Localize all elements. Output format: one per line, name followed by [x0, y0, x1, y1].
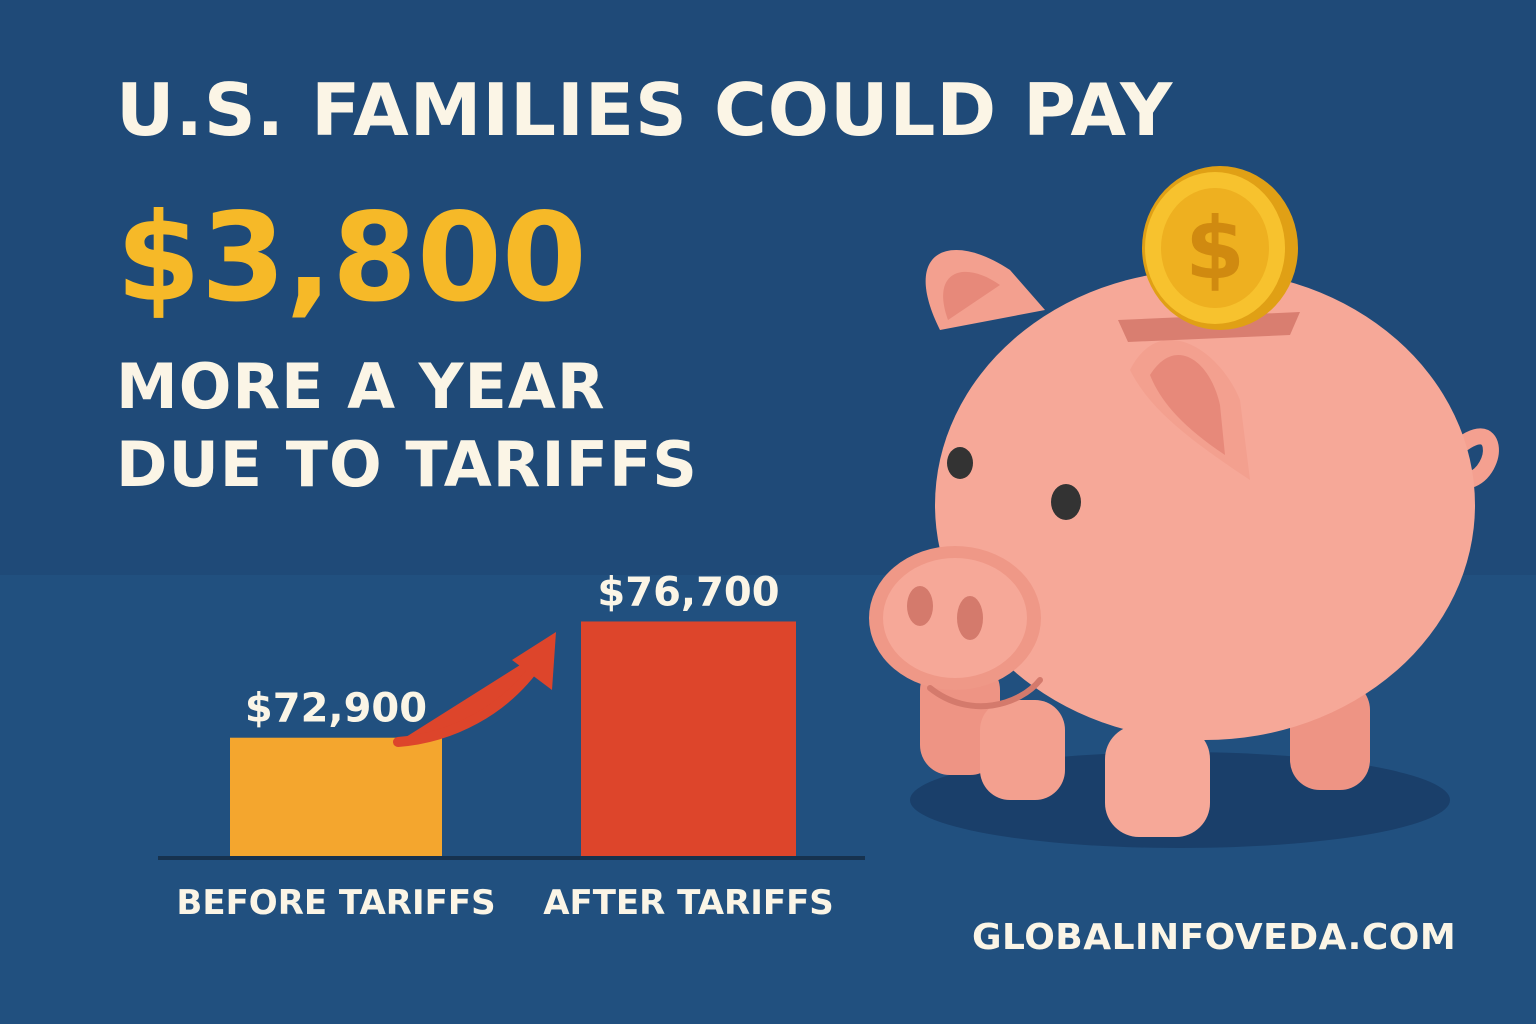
pig-snout-face [883, 558, 1027, 678]
piggy-bank-icon: $ [869, 166, 1499, 848]
dollar-coin-icon: $ [1142, 166, 1298, 330]
svg-text:$: $ [1185, 199, 1245, 299]
headline-amount: $3,800 [116, 187, 587, 329]
bar-1 [581, 621, 796, 857]
bar-value-label-0: $72,900 [245, 686, 427, 732]
headline-line-3: MORE A YEAR [116, 350, 606, 423]
headline-line-4: DUE TO TARIFFS [116, 428, 698, 501]
bar-chart: $72,900 BEFORE TARIFFS $76,700 AFTER TARIFF… [158, 569, 865, 923]
pig-eye-left [947, 447, 973, 479]
category-label-1: AFTER TARIFFS [543, 883, 834, 923]
pig-tail [1447, 428, 1499, 488]
pig-smile [927, 677, 1043, 710]
pig-front-leg-left [980, 700, 1065, 800]
trend-arrow-icon [398, 660, 540, 742]
bar-value-label-1: $76,700 [597, 569, 779, 615]
pig-ear-right-inner [1150, 354, 1225, 455]
pig-eye-right [1051, 484, 1081, 520]
pig-body [935, 270, 1475, 740]
category-label-0: BEFORE TARIFFS [176, 883, 495, 923]
pig-front-leg-right [1105, 725, 1210, 837]
trend-arrow-head [512, 632, 556, 690]
pig-nostril-left [907, 586, 933, 626]
pig-ear-left-inner [943, 271, 1000, 320]
bar-0 [230, 737, 442, 857]
headline-line-1: U.S. FAMILIES COULD PAY [116, 68, 1174, 152]
website-url: GLOBALINFOVEDA.COM [972, 917, 1457, 958]
trend-arrow-shaft [393, 655, 545, 747]
pig-nostril-right [957, 596, 983, 640]
